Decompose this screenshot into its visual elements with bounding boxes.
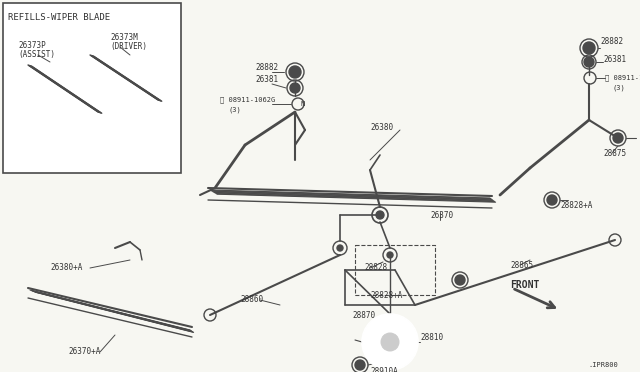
Text: 28882: 28882 [255, 64, 278, 73]
Text: 26380: 26380 [370, 124, 393, 132]
Circle shape [372, 324, 408, 360]
Circle shape [583, 42, 595, 54]
Text: 26381: 26381 [255, 76, 278, 84]
Text: 26381: 26381 [603, 55, 626, 64]
Circle shape [376, 211, 384, 219]
Text: 28910A: 28910A [370, 368, 397, 372]
Text: 26373P: 26373P [18, 42, 45, 51]
Text: FRONT: FRONT [510, 280, 540, 290]
Circle shape [355, 360, 365, 370]
Text: ⓝ 08911-1062G: ⓝ 08911-1062G [605, 75, 640, 81]
Circle shape [362, 314, 418, 370]
Circle shape [613, 133, 623, 143]
Bar [3, 3, 181, 173]
Bar [355, 245, 435, 295]
Text: REFILLS-WIPER BLADE: REFILLS-WIPER BLADE [8, 13, 110, 22]
Text: 28828+A: 28828+A [370, 291, 403, 299]
Circle shape [381, 333, 399, 351]
Circle shape [289, 66, 301, 78]
Text: 26373M: 26373M [110, 33, 138, 42]
Text: 26370: 26370 [430, 211, 453, 219]
Text: 28865: 28865 [510, 260, 533, 269]
Circle shape [584, 57, 594, 67]
Text: 26370+A: 26370+A [68, 347, 100, 356]
Text: 28875: 28875 [603, 148, 626, 157]
Text: 28810: 28810 [420, 334, 443, 343]
Text: N: N [301, 101, 305, 107]
Text: 28860: 28860 [240, 295, 263, 305]
Circle shape [290, 83, 300, 93]
Circle shape [387, 252, 393, 258]
Text: 28882: 28882 [600, 38, 623, 46]
Text: .IPR800: .IPR800 [588, 362, 618, 368]
Circle shape [337, 245, 343, 251]
Text: 28870: 28870 [352, 311, 375, 320]
Circle shape [547, 195, 557, 205]
Text: (3): (3) [228, 107, 241, 113]
Text: (DRIVER): (DRIVER) [110, 42, 147, 51]
Text: ⓝ 08911-1062G: ⓝ 08911-1062G [220, 97, 275, 103]
Circle shape [455, 275, 465, 285]
Text: (3): (3) [613, 85, 626, 91]
Text: 28828+A: 28828+A [560, 201, 593, 209]
Text: (ASSIST): (ASSIST) [18, 49, 55, 58]
Text: 26380+A: 26380+A [50, 263, 83, 273]
Text: 28828: 28828 [364, 263, 387, 273]
